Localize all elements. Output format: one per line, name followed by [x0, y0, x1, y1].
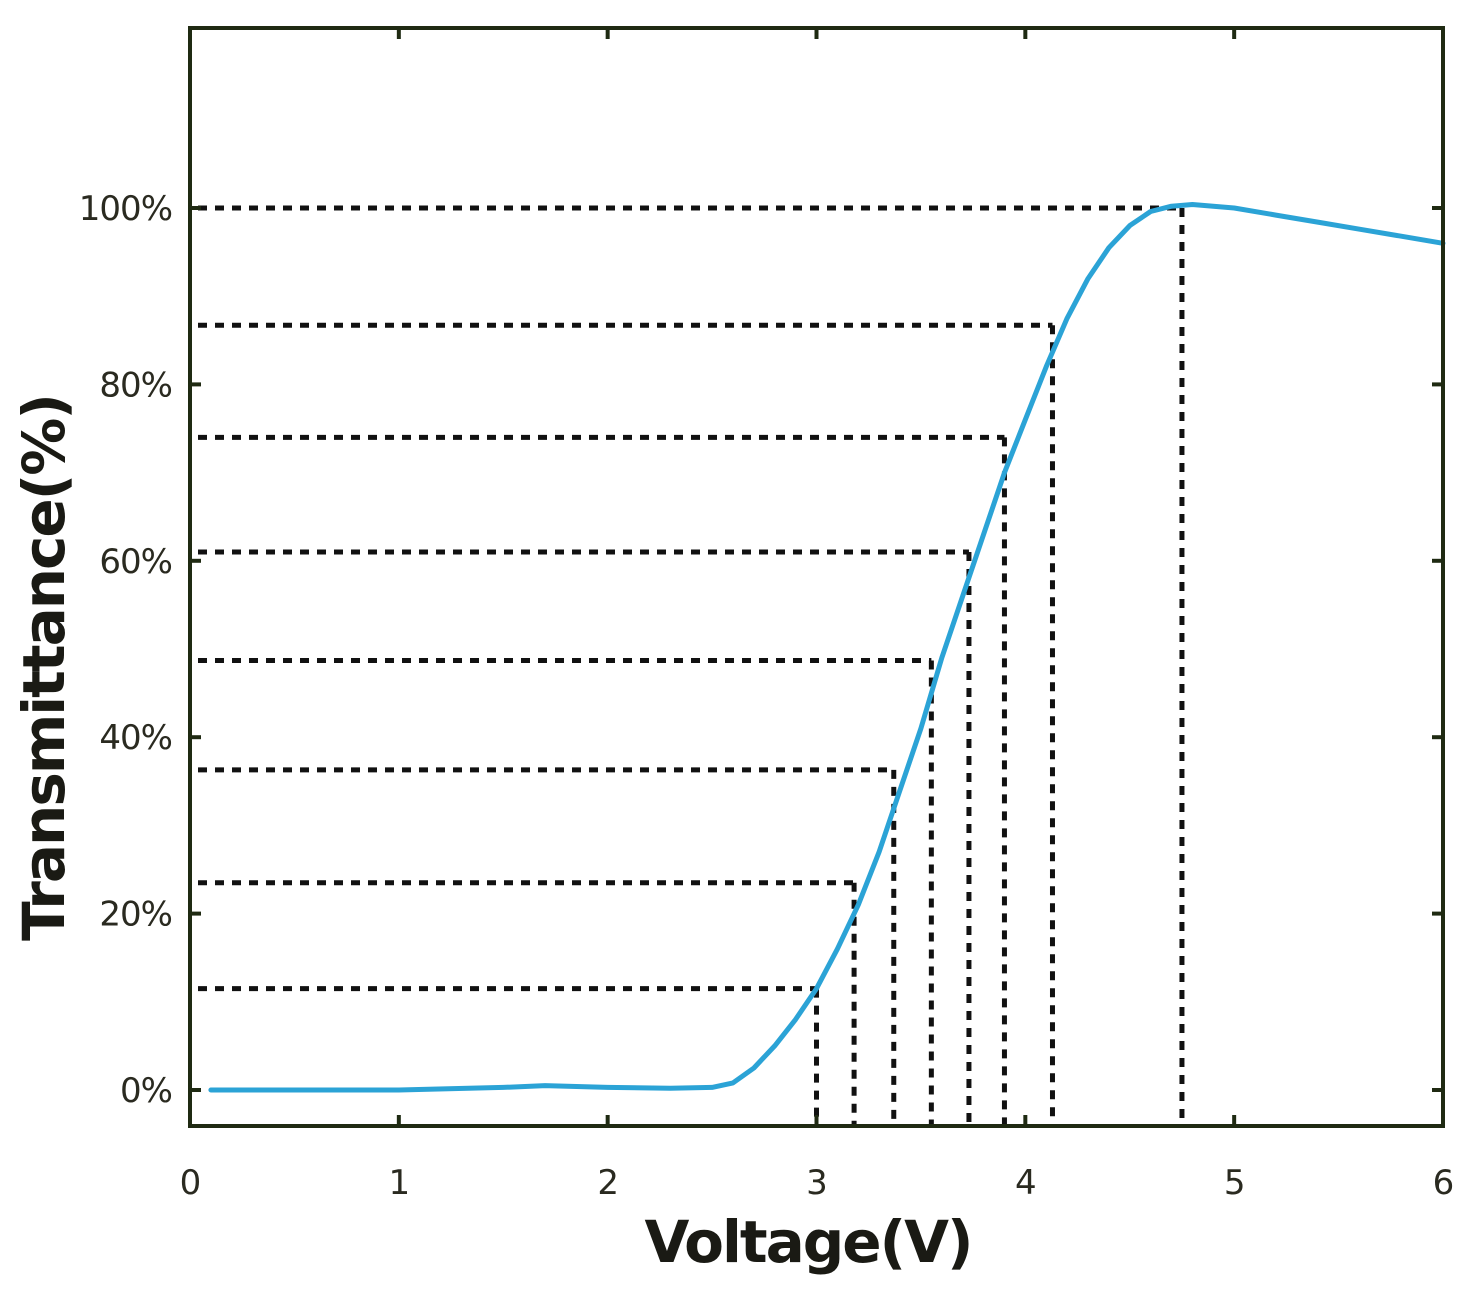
x-tick-label-1: 1: [389, 1163, 410, 1203]
x-tick-label-5: 5: [1224, 1163, 1245, 1203]
y-tick-label-5: 100%: [79, 189, 172, 229]
x-tick-labels: 0 1 2 3 4 5 6: [180, 1163, 1455, 1203]
x-tick-label-6: 6: [1433, 1163, 1454, 1203]
y-tick-label-3: 60%: [99, 542, 172, 582]
x-tick-label-4: 4: [1015, 1163, 1036, 1203]
y-tick-label-1: 20%: [99, 895, 172, 935]
x-tick-label-3: 3: [806, 1163, 827, 1203]
y-tick-label-4: 80%: [99, 365, 172, 405]
transmittance-curve: [208, 202, 1446, 1093]
y-tick-label-2: 40%: [99, 718, 172, 758]
axis-ticks: [188, 28, 1445, 1126]
dashed-guide-lines: [198, 205, 1185, 1126]
y-tick-labels: 0% 20% 40% 60% 80% 100%: [79, 189, 173, 1111]
y-axis-label: Transmittance(%): [10, 395, 78, 941]
y-tick-label-0: 0%: [120, 1071, 172, 1111]
x-axis-label: Voltage(V): [644, 1208, 971, 1276]
x-tick-label-0: 0: [180, 1163, 201, 1203]
x-tick-label-2: 2: [597, 1163, 618, 1203]
